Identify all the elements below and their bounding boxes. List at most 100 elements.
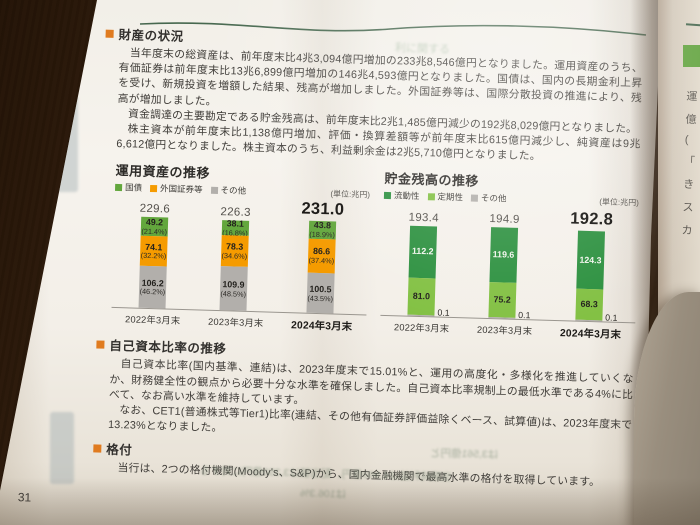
bleed-through-text: は3,561億円と	[429, 447, 499, 461]
x-axis-label: 2023年3月末	[476, 325, 533, 337]
bar-total-label: 226.3	[220, 205, 251, 219]
x-axis-label: 2022年3月末	[393, 322, 450, 335]
chart-bars: 193.4 112.2 81.0 0.1 194.9 119.6 75.2 0.1 192.8 1…	[380, 204, 639, 324]
orange-square-bullet-icon	[96, 340, 105, 349]
segment-value-label: 124.3	[579, 254, 602, 265]
bar-segment: 38.1 (16.8%)	[221, 218, 249, 238]
segment-value-label: 75.2	[493, 294, 511, 305]
adjacent-page-char: き	[683, 178, 695, 192]
legend-label: その他	[480, 193, 507, 204]
legend-item: その他	[210, 184, 246, 197]
segment-value-label: 0.1	[437, 307, 450, 318]
legend-item: その他	[470, 192, 507, 205]
bar-total-label: 231.0	[301, 199, 345, 219]
bar-segment: 112.2	[408, 225, 437, 279]
chart-deposit-balance: 貯金残高の推移 流動性 定期性 その他 (単位:兆円) 193.4 112.2 81.0…	[380, 168, 640, 341]
orange-square-bullet-icon	[93, 444, 102, 453]
adjacent-page-green-tab	[683, 45, 700, 67]
x-axis-label: 2024年3月末	[559, 328, 622, 342]
bar-column: 193.4 112.2 81.0 0.1	[406, 211, 450, 318]
adjacent-page-char: カ	[681, 224, 693, 238]
bar-total-label: 229.6	[139, 202, 171, 216]
bar-column: 231.0 43.8 (18.9%) 86.6 (37.4%) 100.5 (43.5%)	[298, 199, 345, 315]
segment-value-label: 0.1	[605, 312, 618, 323]
bar-segment: 68.3	[575, 288, 604, 321]
legend-swatch-icon	[383, 191, 392, 200]
segment-value-label: 68.3	[580, 298, 598, 310]
legend-item: 流動性	[383, 189, 420, 202]
bar-column: 192.8 124.3 68.3 0.1	[567, 209, 618, 323]
bar-stack: 124.3 68.3 0.1	[575, 231, 618, 323]
section-title: 格付	[106, 443, 133, 458]
segment-percent-label: (32.2%)	[140, 251, 167, 261]
bar-total-label: 193.4	[408, 211, 440, 225]
adjacent-page: 運億 ( 「きスカ	[658, 0, 700, 330]
bar-column: 229.6 49.2 (21.4%) 74.1 (32.2%) 106.2 (46.2%)	[137, 202, 170, 309]
segment-percent-label: (37.4%)	[308, 255, 335, 266]
adjacent-page-char: 億	[685, 113, 697, 127]
legend-swatch-icon	[427, 193, 435, 201]
bar-segment: 100.5 (43.5%)	[306, 272, 335, 314]
bar-stack: 119.6 75.2 0.1	[488, 227, 531, 320]
bar-segment: 0.1	[575, 312, 618, 323]
bar-total-label: 192.8	[570, 209, 614, 230]
legend-label: 国債	[124, 182, 143, 194]
segment-value-label: 119.6	[492, 249, 515, 261]
legend-label: 定期性	[437, 191, 464, 203]
chart-legend: 国債 外国証券等 その他	[114, 181, 246, 197]
bar-stack: 43.8 (18.9%) 86.6 (37.4%) 100.5 (43.5%)	[306, 220, 336, 314]
x-axis-label: 2023年3月末	[207, 317, 264, 329]
adjacent-page-char: 運	[686, 90, 698, 104]
orange-square-bullet-icon	[105, 29, 114, 38]
adjacent-page-text-fragments: 運億 ( 「きスカ	[681, 88, 697, 238]
bar-stack: 112.2 81.0 0.1	[407, 225, 450, 318]
legend-item: 定期性	[427, 191, 463, 204]
bar-column: 226.3 38.1 (16.8%) 78.3 (34.6%) 109.9 (48.5%)	[218, 205, 251, 312]
bar-segment: 81.0	[407, 277, 436, 316]
adjacent-page-char: ス	[682, 201, 694, 215]
bar-segment: 43.8 (18.9%)	[308, 220, 336, 240]
segment-value-label: 100.5	[309, 283, 332, 295]
page-content: 財産の状況 当年度末の総資産は、前年度末比4兆3,094億円増加の233兆8,5…	[18, 22, 644, 522]
bar-segment: 106.2 (46.2%)	[138, 265, 167, 309]
section-capital-ratio-body: 自己資本比率(国内基準、連結)は、2023年度末で15.01%と、運用の高度化・…	[108, 357, 634, 449]
bar-stack: 38.1 (16.8%) 78.3 (34.6%) 109.9 (48.5%)	[219, 218, 249, 312]
adjacent-page-header-rule	[685, 23, 700, 27]
bar-total-label: 194.9	[489, 213, 520, 227]
segment-value-label: 109.9	[222, 279, 245, 290]
legend-item: 国債	[114, 181, 143, 194]
x-axis-label: 2022年3月末	[124, 314, 181, 327]
segment-percent-label: (46.2%)	[139, 287, 166, 297]
bar-segment: 0.1	[488, 310, 531, 320]
legend-label: 外国証券等	[159, 183, 203, 195]
bar-segment: 109.9 (48.5%)	[219, 266, 248, 312]
bar-segment: 86.6 (37.4%)	[307, 238, 336, 274]
adjacent-page-char: 「	[683, 155, 696, 169]
bar-segment: 124.3	[576, 231, 605, 289]
legend-swatch-icon	[210, 186, 218, 194]
bar-column: 194.9 119.6 75.2 0.1	[486, 213, 531, 320]
bar-segment: 119.6	[489, 227, 518, 284]
chart-legend: 流動性 定期性 その他	[383, 189, 507, 205]
x-axis-label: 2024年3月末	[290, 320, 353, 334]
charts-row: 運用資産の推移 国債 外国証券等 その他 (単位:兆円) 229.6 49.2 (21.…	[111, 160, 640, 341]
bar-segment: 75.2	[488, 282, 517, 318]
legend-label: その他	[220, 185, 247, 197]
adjacent-page-char: (	[684, 133, 689, 146]
segment-percent-label: (21.4%)	[141, 226, 168, 237]
bar-segment: 74.1 (32.2%)	[139, 236, 168, 267]
bar-stack: 49.2 (21.4%) 74.1 (32.2%) 106.2 (46.2%)	[138, 216, 169, 309]
legend-swatch-icon	[114, 183, 123, 192]
segment-value-label: 81.0	[412, 290, 431, 302]
segment-percent-label: (43.5%)	[307, 293, 334, 304]
bleed-through-text: は106.3%	[299, 487, 347, 501]
bar-segment: 78.3 (34.6%)	[220, 235, 249, 268]
segment-value-label: 0.1	[518, 309, 531, 320]
legend-item: 外国証券等	[149, 182, 203, 196]
chart-managed-assets: 運用資産の推移 国債 外国証券等 その他 (単位:兆円) 229.6 49.2 (21.…	[111, 160, 371, 333]
segment-percent-label: (48.5%)	[220, 288, 247, 299]
segment-value-label: 112.2	[411, 246, 434, 257]
chart-unit: (単位:兆円)	[330, 189, 371, 200]
legend-swatch-icon	[470, 194, 479, 202]
